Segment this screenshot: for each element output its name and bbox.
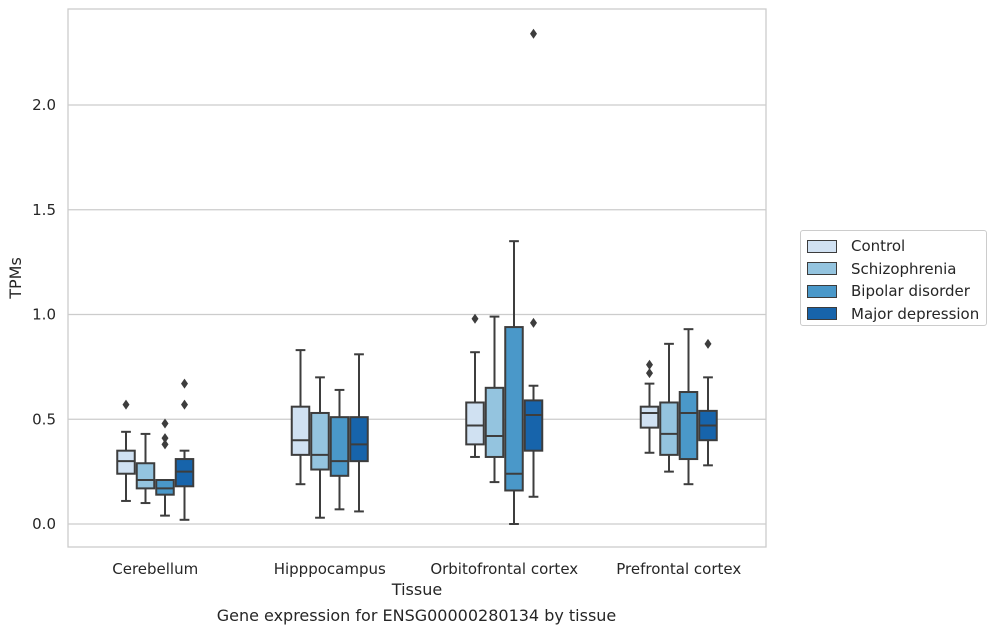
legend-item-schizophrenia: Schizophrenia bbox=[807, 259, 956, 279]
box-major-depression bbox=[698, 338, 718, 467]
legend-label: Control bbox=[851, 237, 906, 255]
y-tick-label: 0.0 bbox=[32, 515, 56, 533]
y-tick-label: 0.5 bbox=[32, 410, 56, 428]
box-iqr bbox=[659, 401, 679, 456]
legend-swatch bbox=[807, 262, 837, 275]
box-iqr bbox=[135, 462, 156, 490]
y-axis-ticks: 0.0 0.5 1.0 1.5 2.0 bbox=[32, 96, 56, 533]
legend-swatch bbox=[807, 307, 837, 320]
box-iqr bbox=[465, 401, 485, 446]
legend-label: Bipolar disorder bbox=[851, 282, 970, 300]
outlier-point bbox=[161, 439, 169, 450]
box-bipolar-disorder bbox=[155, 418, 175, 517]
y-tick-label: 1.0 bbox=[32, 306, 56, 324]
x-axis-ticks: Cerebellum Hipppocampus Orbitofrontal cort… bbox=[112, 560, 741, 578]
legend-label: Major depression bbox=[851, 304, 980, 323]
x-tick-label: Orbitofrontal cortex bbox=[430, 560, 578, 578]
box-iqr bbox=[174, 458, 195, 488]
outlier-point bbox=[161, 418, 169, 429]
outlier-point bbox=[704, 338, 712, 349]
box-iqr bbox=[310, 411, 330, 471]
box-control bbox=[639, 359, 660, 454]
outlier-point bbox=[530, 28, 537, 39]
box-schizophrenia bbox=[484, 315, 505, 484]
box-schizophrenia bbox=[659, 342, 679, 473]
box-bipolar-disorder bbox=[504, 240, 524, 525]
box-major-depression bbox=[523, 28, 544, 498]
box-iqr bbox=[290, 405, 311, 456]
box-major-depression bbox=[174, 378, 195, 521]
x-tick-label: Cerebellum bbox=[112, 560, 198, 578]
box-iqr bbox=[639, 405, 660, 429]
outlier-point bbox=[471, 313, 479, 324]
box-iqr bbox=[504, 326, 524, 492]
outlier-point bbox=[530, 317, 537, 328]
outlier-point bbox=[161, 433, 169, 444]
gridlines bbox=[68, 104, 766, 525]
legend-item-major-depression: Major depression bbox=[807, 304, 979, 324]
box-control bbox=[465, 313, 485, 458]
legend-label: Schizophrenia bbox=[851, 259, 957, 278]
legend-swatch bbox=[807, 284, 837, 298]
plot-frame bbox=[67, 8, 767, 548]
x-axis-label: Tissue bbox=[391, 580, 442, 599]
legend-item-bipolar-disorder: Bipolar disorder bbox=[807, 281, 970, 301]
box-control bbox=[290, 349, 311, 486]
y-tick-label: 2.0 bbox=[32, 96, 56, 114]
box-bipolar-disorder bbox=[329, 388, 350, 511]
y-tick-label: 1.5 bbox=[32, 201, 56, 219]
box-iqr bbox=[329, 416, 350, 477]
box-bipolar-disorder bbox=[678, 328, 699, 486]
outlier-point bbox=[646, 368, 653, 379]
box-control bbox=[116, 399, 136, 502]
box-schizophrenia bbox=[135, 432, 156, 505]
box-major-depression bbox=[349, 353, 369, 513]
plot-area bbox=[116, 28, 718, 525]
legend-item-control: Control bbox=[807, 236, 905, 256]
outlier-point bbox=[181, 378, 188, 389]
box-iqr bbox=[155, 479, 175, 496]
chart-caption: Gene expression for ENSG00000280134 by t… bbox=[216, 606, 617, 625]
outlier-point bbox=[646, 359, 653, 370]
box-iqr bbox=[349, 416, 369, 463]
y-axis-label: TPMs bbox=[6, 257, 25, 300]
x-tick-label: Prefrontal cortex bbox=[616, 560, 741, 578]
x-tick-label: Hipppocampus bbox=[274, 560, 386, 578]
box-iqr bbox=[484, 386, 505, 458]
outlier-point bbox=[122, 399, 130, 410]
outlier-point bbox=[181, 399, 188, 410]
box-schizophrenia bbox=[310, 376, 330, 519]
legend: Control Schizophrenia Bipolar disorder Majo… bbox=[800, 230, 987, 326]
box-iqr bbox=[678, 391, 699, 461]
legend-swatch bbox=[807, 239, 837, 253]
box-iqr bbox=[523, 399, 544, 452]
box-iqr bbox=[116, 449, 136, 475]
